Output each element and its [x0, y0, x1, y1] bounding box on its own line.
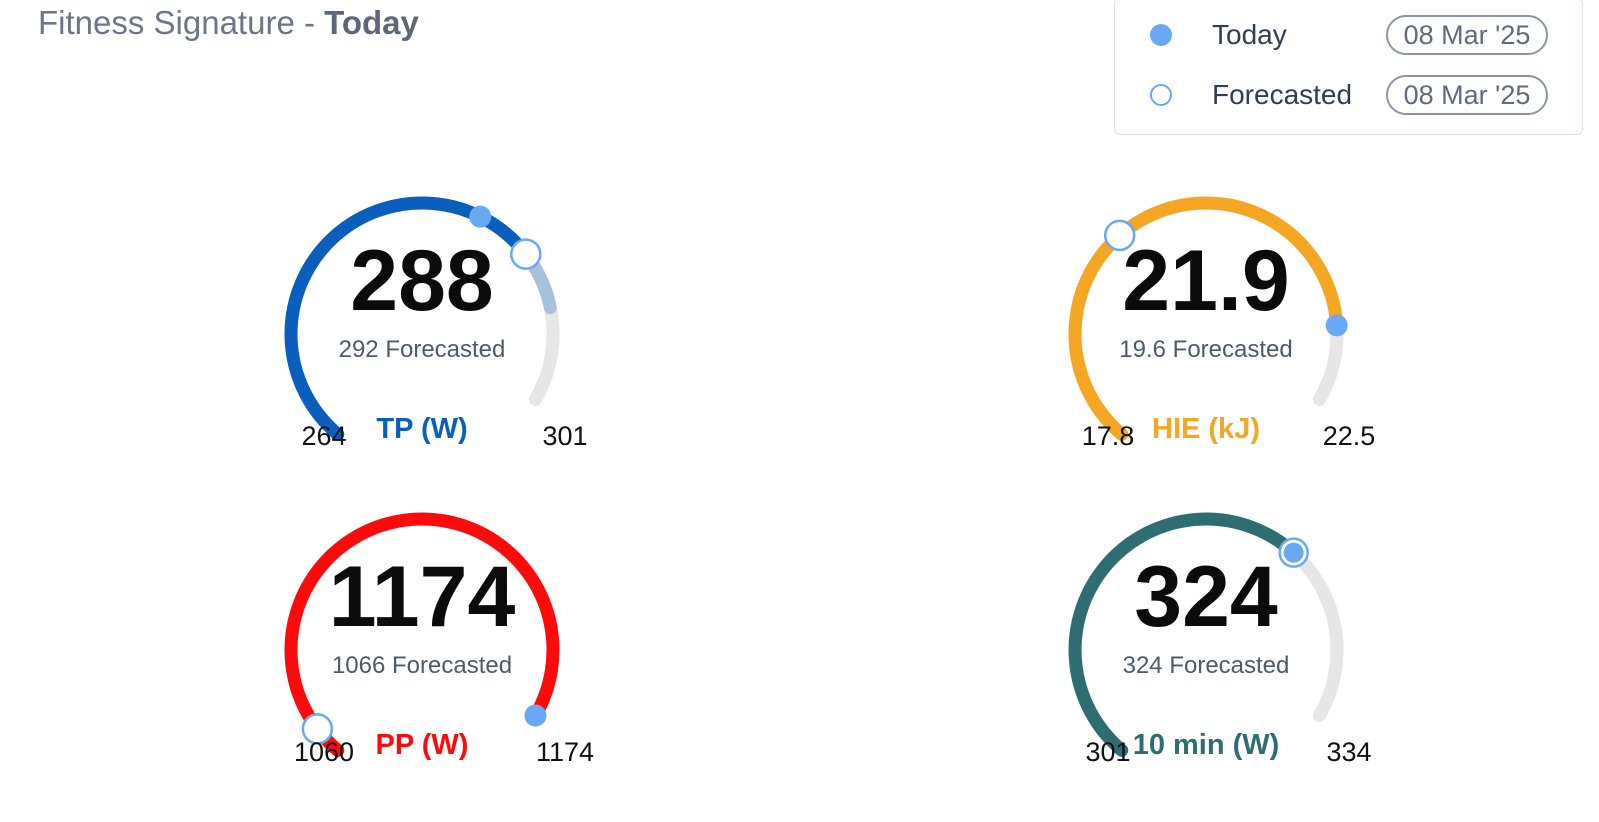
- gauge-value: 1174: [328, 549, 516, 645]
- today-date-pill[interactable]: 08 Mar '25: [1386, 15, 1548, 55]
- gauge-max: 301: [542, 421, 588, 451]
- gauge-min: 17.8: [1081, 421, 1135, 451]
- gauge-10min: 324 324 Forecasted 301 10 min (W) 334: [1016, 499, 1396, 799]
- gauge-forecast: 1066 Forecasted: [331, 652, 513, 679]
- gauge-label: PP (W): [375, 729, 469, 761]
- gauge-min: 301: [1085, 737, 1131, 767]
- hollow-circle-icon: [1150, 84, 1172, 106]
- gauge-fill: [284, 512, 560, 757]
- gauge-forecast: 19.6 Forecasted: [1119, 336, 1293, 363]
- title-period: Today: [324, 4, 419, 41]
- gauge-tp: 288 292 Forecasted 264 TP (W) 301: [232, 183, 612, 483]
- today-marker: [1325, 314, 1348, 337]
- gauge-value: 324: [1134, 549, 1278, 645]
- gauge-arc-10min: [1068, 512, 1344, 757]
- legend-item-today: Today 08 Mar '25: [1115, 13, 1582, 57]
- gauge-fill: [1068, 512, 1301, 757]
- gauge-min: 1060: [293, 737, 355, 767]
- today-marker: [1283, 542, 1304, 563]
- filled-circle-icon: [1150, 24, 1172, 46]
- gauge-label: 10 min (W): [1132, 729, 1280, 761]
- gauge-fill: [1068, 196, 1344, 441]
- forecast-marker: [1103, 219, 1136, 252]
- legend-item-forecasted: Forecasted 08 Mar '25: [1115, 73, 1582, 117]
- forecast-marker: [301, 713, 334, 745]
- gauge-hie: 21.9 19.6 Forecasted 17.8 HIE (kJ) 22.5: [1016, 183, 1396, 483]
- gauge-forecast: 324 Forecasted: [1122, 652, 1290, 679]
- forecast-date-pill[interactable]: 08 Mar '25: [1386, 75, 1548, 115]
- gauge-arc-hie: [1068, 196, 1348, 441]
- gauge-label: TP (W): [376, 413, 468, 445]
- gauge-max: 22.5: [1322, 421, 1376, 451]
- gauge-value: 288: [350, 233, 494, 329]
- today-marker: [524, 704, 547, 727]
- gauge-value: 21.9: [1122, 233, 1290, 329]
- gauge-min: 264: [301, 421, 347, 451]
- gauge-max: 1174: [535, 737, 595, 767]
- gauge-pp: 1174 1066 Forecasted 1060 PP (W) 1174: [232, 499, 612, 799]
- today-marker: [469, 205, 492, 228]
- legend-label: Today: [1212, 19, 1287, 50]
- title-prefix: Fitness Signature -: [38, 4, 325, 41]
- legend-label: Forecasted: [1212, 79, 1353, 110]
- forecast-marker: [510, 238, 542, 270]
- gauge-max: 334: [1326, 737, 1372, 767]
- gauge-forecast: 292 Forecasted: [338, 336, 506, 363]
- legend-panel: Today 08 Mar '25 Forecasted 08 Mar '25: [1114, 0, 1583, 135]
- gauge-arc-pp: [284, 512, 560, 757]
- gauge-arc-tp: [284, 196, 560, 441]
- gauge-label: HIE (kJ): [1152, 413, 1260, 445]
- page-title: Fitness Signature - Today: [38, 4, 419, 42]
